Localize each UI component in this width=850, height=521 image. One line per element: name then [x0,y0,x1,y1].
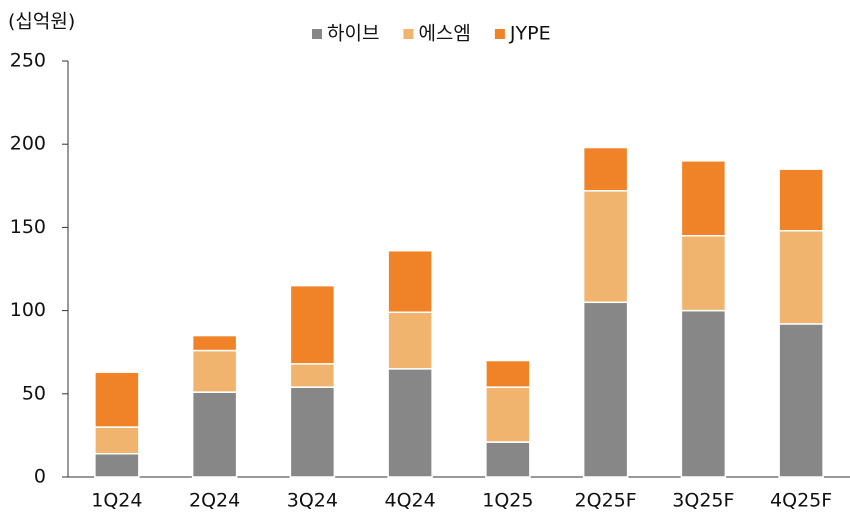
x-tick-label: 2Q25F [575,490,637,512]
bar-segment [387,249,433,314]
x-tick-label: 2Q24 [189,490,240,512]
bar-segment [191,349,238,393]
bar-segment [94,452,140,478]
legend-label: 에스엠 [418,23,470,45]
y-tick-label: 50 [22,382,46,404]
bar-segment [485,441,531,478]
y-tick-label: 200 [10,133,46,155]
bar-segment [582,190,629,304]
bar-segment [582,301,629,478]
unit-label: (십억원) [8,11,75,33]
bar-segment [582,146,629,192]
x-tick-label: 4Q25F [770,490,832,512]
legend-label: JYPE [509,23,551,45]
y-tick-label: 100 [10,299,46,321]
bar-segment [778,168,824,232]
legend-label: 하이브 [327,23,379,45]
bar-segment [387,368,433,478]
x-tick-label: 1Q24 [91,490,142,512]
x-tick-label: 3Q24 [287,490,338,512]
bar-segment [680,234,727,312]
bar-segment [94,426,140,455]
bar-segment [680,160,727,237]
bar-segment [191,334,238,352]
bar-segment [191,391,238,478]
legend-swatch [403,29,414,39]
bar-segment [289,284,336,365]
y-tick-label: 150 [10,216,46,238]
x-tick-label: 3Q25F [672,490,734,512]
x-tick-label: 4Q24 [385,490,436,512]
legend-swatch [312,29,322,39]
bar-segment [289,386,336,478]
bar-segment [289,363,336,388]
x-tick-label: 1Q25 [482,490,533,512]
bar-segment [485,359,531,388]
bar-segment [485,386,531,443]
y-tick-label: 250 [10,50,46,72]
bar-segment [680,309,727,478]
bar-segment [778,323,824,478]
bar-segment [94,371,140,428]
y-tick-label: 0 [34,466,46,488]
bar-segment [778,229,824,325]
legend-swatch [494,29,505,39]
bar-segment [387,311,433,370]
